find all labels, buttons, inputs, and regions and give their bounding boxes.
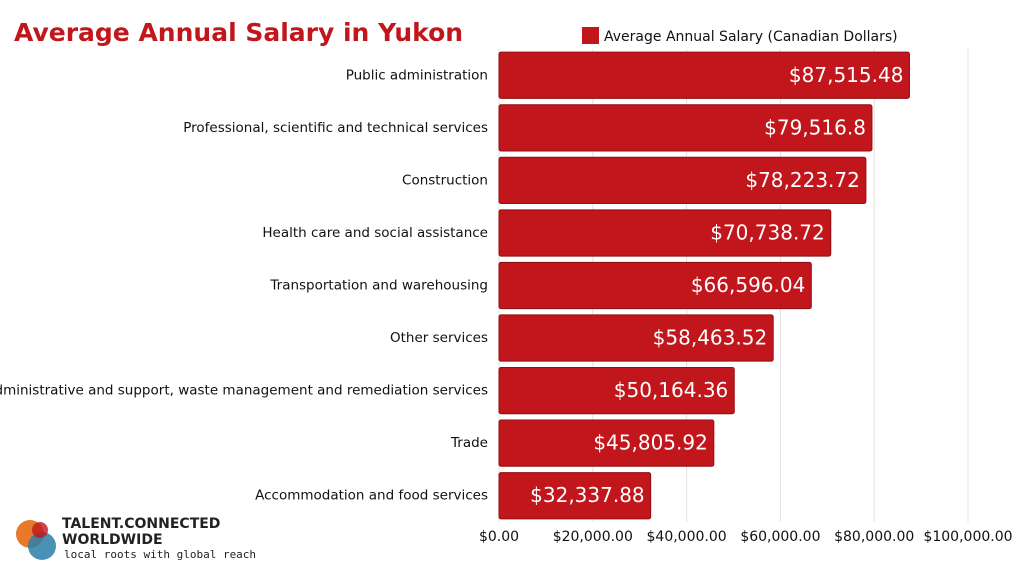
bar (498, 419, 715, 467)
value-label: $50,164.36 (614, 378, 729, 402)
logo-text: WORLDWIDE (62, 532, 163, 548)
y-tick-label: Transportation and warehousing (269, 278, 488, 294)
chart-title: Average Annual Salary in Yukon (14, 18, 463, 47)
value-label: $78,223.72 (745, 168, 860, 192)
legend-label: Average Annual Salary (Canadian Dollars) (604, 29, 898, 45)
value-label: $79,516.8 (764, 115, 866, 139)
legend-swatch (582, 27, 599, 44)
value-label: $58,463.52 (653, 326, 768, 350)
logo-text: TALENT.CONNECTED (62, 516, 220, 532)
value-label: $45,805.92 (593, 431, 708, 455)
bar (498, 314, 774, 362)
logo: TALENT.CONNECTED WORLDWIDE local roots w… (16, 516, 256, 561)
x-tick-label: $100,000.00 (923, 529, 1012, 545)
logo-tagline: local roots with global reach (64, 548, 256, 561)
x-tick-label: $80,000.00 (834, 529, 914, 545)
y-tick-label: Trade (450, 435, 488, 451)
bar (498, 261, 812, 310)
x-tick-label: $0.00 (479, 529, 519, 545)
y-tick-label: Health care and social assistance (262, 225, 488, 241)
y-tick-label: Other services (390, 330, 488, 346)
bar (498, 104, 873, 152)
x-tick-label: $20,000.00 (553, 529, 633, 545)
y-tick-label: Construction (402, 172, 488, 188)
value-label: $66,596.04 (691, 273, 806, 297)
bar (498, 156, 867, 205)
y-tick-label: Accommodation and food services (255, 488, 488, 504)
y-tick-label: Public administration (346, 67, 488, 83)
y-tick-label: Professional, scientific and technical s… (183, 120, 488, 136)
value-label: $70,738.72 (710, 220, 825, 244)
x-tick-label: $60,000.00 (740, 529, 820, 545)
logo-shape (32, 522, 48, 538)
bar (498, 209, 832, 257)
y-tick-label: Administrative and support, waste manage… (0, 383, 488, 399)
bar (498, 51, 910, 99)
bar (498, 366, 735, 415)
bar (498, 472, 652, 520)
logo-shape (28, 532, 56, 560)
value-label: $87,515.48 (789, 63, 904, 87)
x-tick-label: $40,000.00 (647, 529, 727, 545)
value-label: $32,337.88 (530, 483, 645, 507)
